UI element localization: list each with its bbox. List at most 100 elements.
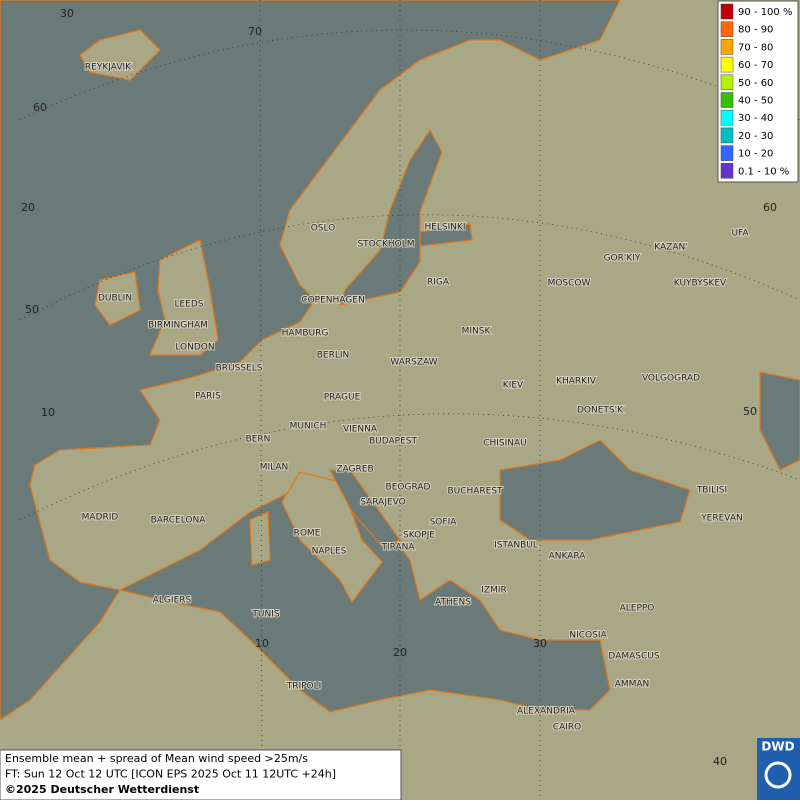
legend-label: 0.1 - 10 % <box>738 166 789 177</box>
city-label: LEEDS <box>174 300 203 310</box>
legend-swatch <box>720 21 734 37</box>
graticule-label: 20 <box>21 201 35 214</box>
city-label: LONDON <box>175 343 214 353</box>
city-label: MOSCOW <box>548 279 591 289</box>
ireland <box>94 271 141 326</box>
city-label: PRAGUE <box>324 393 361 403</box>
city-label: HELSINKI <box>424 223 465 233</box>
legend-label: 50 - 60 <box>738 78 773 89</box>
graticule-label: 60 <box>763 201 777 214</box>
legend-label: 60 - 70 <box>738 60 773 71</box>
footer-line: Ensemble mean + spread of Mean wind spee… <box>5 752 308 765</box>
city-label: TBILISI <box>696 486 727 496</box>
city-label: KIEV <box>503 381 524 391</box>
legend-label: 80 - 90 <box>738 25 773 36</box>
city-label: BEOGRAD <box>386 483 431 493</box>
city-label: NICOSIA <box>569 631 607 641</box>
atlantic <box>0 0 621 721</box>
city-label: BUDAPEST <box>369 437 418 447</box>
logo-text: DWD <box>761 740 794 754</box>
great-britain <box>149 239 219 356</box>
city-label: GOR'KIY <box>604 254 641 264</box>
baltic <box>339 128 473 306</box>
city-label: BARCELONA <box>151 516 207 526</box>
city-label: BERLIN <box>317 351 350 361</box>
legend-label: 10 - 20 <box>738 149 773 160</box>
legend-swatch <box>720 74 734 91</box>
graticule-label: 60 <box>33 101 47 114</box>
city-label: STOCKHOLM <box>357 240 414 250</box>
city-label: SOFIA <box>430 518 458 528</box>
city-label: ALEXANDRIA <box>517 707 576 717</box>
city-label: VOLGOGRAD <box>642 374 700 384</box>
graticule-label: 10 <box>255 637 269 650</box>
city-label: SARAJEVO <box>360 498 406 508</box>
city-label: UFA <box>731 229 749 239</box>
graticule-label: 50 <box>25 303 39 316</box>
city-label: IZMIR <box>481 586 507 596</box>
graticule-label: 30 <box>60 7 74 20</box>
legend-label: 90 - 100 % <box>738 7 792 18</box>
city-label: ISTANBUL <box>494 541 538 551</box>
graticule-label: 20 <box>393 646 407 659</box>
legend-swatch <box>720 3 734 20</box>
legend-swatch <box>720 127 734 144</box>
legend-label: 40 - 50 <box>738 96 773 107</box>
city-label: BERN <box>246 435 271 445</box>
graticule-label: 50 <box>743 405 757 418</box>
city-label: AMMAN <box>615 680 650 690</box>
city-label: DUBLIN <box>98 294 132 304</box>
legend-label: 20 - 30 <box>738 131 773 142</box>
city-label: KHARKIV <box>556 377 597 387</box>
legend-swatch <box>720 145 734 161</box>
city-label: MUNICH <box>290 422 327 432</box>
city-label: YEREVAN <box>700 514 743 524</box>
sardinia <box>249 511 271 566</box>
legend-swatch <box>720 109 734 126</box>
seas <box>0 0 800 721</box>
iceland <box>79 29 161 81</box>
graticule-line <box>259 0 263 801</box>
caspian <box>759 371 800 471</box>
city-label: CHISINAU <box>483 439 527 449</box>
legend-label: 30 - 40 <box>738 113 773 124</box>
legend-swatch <box>720 56 734 73</box>
city-label: KAZAN' <box>654 243 687 253</box>
city-label: ALEPPO <box>620 604 655 614</box>
legend-swatch <box>720 39 734 55</box>
city-label: KUYBYSKEV <box>674 279 727 289</box>
city-label: CAIRO <box>553 723 581 733</box>
city-label: MADRID <box>82 513 119 523</box>
legend-swatch <box>720 92 734 108</box>
city-label: BRUSSELS <box>216 364 263 374</box>
labels: REYKJAVIK OSLO STOCKHOLM HELSINKI GOR'KIY KAZ… <box>21 7 777 768</box>
city-label: BUCHAREST <box>447 487 503 497</box>
city-label: MINSK <box>462 327 492 337</box>
logo <box>757 738 800 800</box>
city-label: HAMBURG <box>282 329 329 339</box>
city-label: NAPLES <box>312 547 347 557</box>
footer-line: FT: Sun 12 Oct 12 UTC [ICON EPS 2025 Oct… <box>5 768 336 781</box>
legend-swatch <box>720 163 734 179</box>
city-label: TRIPOLI <box>286 682 322 692</box>
city-label: DONETS'K <box>577 406 624 416</box>
city-label: TIRANA <box>380 543 415 553</box>
city-label: RIGA <box>427 278 450 288</box>
city-label: SKOPJE <box>403 531 435 541</box>
adriatic <box>328 469 402 547</box>
city-label: VIENNA <box>343 425 378 435</box>
graticule-label: 10 <box>41 406 55 419</box>
city-label: OSLO <box>311 224 336 234</box>
logo-icon <box>764 761 792 789</box>
city-label: REYKJAVIK <box>85 63 132 73</box>
city-label: ROME <box>294 529 321 539</box>
graticule-label: 30 <box>533 637 547 650</box>
city-label: BIRMINGHAM <box>148 321 208 331</box>
city-label: COPENHAGEN <box>301 296 364 306</box>
city-label: DAMASCUS <box>608 652 659 662</box>
graticule-line <box>19 214 800 321</box>
graticule-label: 40 <box>713 755 727 768</box>
footer-line: ©2025 Deutscher Wetterdienst <box>5 783 199 796</box>
city-label: ALGIERS <box>153 596 192 606</box>
